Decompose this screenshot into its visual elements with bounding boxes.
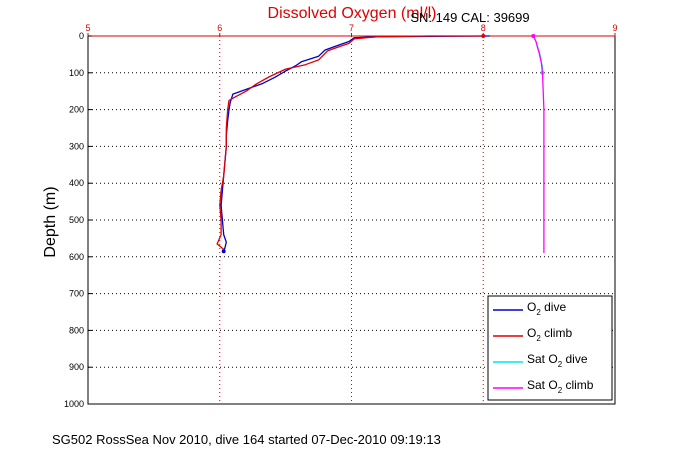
y-tick-label: 800 bbox=[69, 325, 84, 335]
y-tick-label: 500 bbox=[69, 215, 84, 225]
y-axis-ticks: 0 100 200 300 400 500 600 700 800 900 1000 bbox=[64, 31, 92, 409]
series-end-point-1 bbox=[481, 34, 486, 38]
y-tick-label: 1000 bbox=[64, 399, 84, 409]
legend-label-0: O2 dive bbox=[527, 300, 566, 317]
data-series bbox=[216, 34, 545, 254]
chart-title: Dissolved Oxygen (ml/l) bbox=[268, 5, 437, 22]
legend: O2 dive O2 climb Sat O2 dive Sat O2 climb bbox=[487, 295, 613, 401]
series-end-point-0 bbox=[221, 249, 226, 254]
y-tick-label: 700 bbox=[69, 289, 84, 299]
legend-label-3: Sat O2 climb bbox=[527, 378, 594, 395]
y-axis-label: Depth (m) bbox=[42, 186, 59, 257]
legend-box bbox=[487, 295, 613, 401]
y-tick-label: 300 bbox=[69, 141, 84, 151]
y-tick-label: 600 bbox=[69, 252, 84, 262]
x-tick-label: 6 bbox=[217, 23, 222, 33]
x-axis-ticks: 5 6 7 8 9 bbox=[85, 23, 618, 36]
y-tick-label: 400 bbox=[69, 178, 84, 188]
series-end-point-3 bbox=[531, 34, 536, 38]
y-tick-label: 900 bbox=[69, 362, 84, 372]
series-line-1 bbox=[216, 35, 484, 250]
x-tick-label: 8 bbox=[481, 23, 486, 33]
series-line-2 bbox=[532, 35, 544, 73]
x-tick-label: 5 bbox=[85, 23, 90, 33]
sensor-annotation: SN: 149 CAL: 39699 bbox=[410, 10, 529, 25]
y-tick-label: 200 bbox=[69, 105, 84, 115]
y-tick-label: 100 bbox=[69, 68, 84, 78]
legend-label-2: Sat O2 dive bbox=[527, 352, 588, 369]
grid bbox=[88, 36, 615, 404]
footer-caption: SG502 RossSea Nov 2010, dive 164 started… bbox=[52, 432, 441, 447]
y-tick-label: 0 bbox=[79, 31, 84, 41]
x-tick-label: 7 bbox=[349, 23, 354, 33]
legend-label-1: O2 climb bbox=[527, 326, 572, 343]
x-tick-label: 9 bbox=[612, 23, 617, 33]
series-line-0 bbox=[220, 35, 490, 252]
series-line-3 bbox=[532, 35, 545, 254]
